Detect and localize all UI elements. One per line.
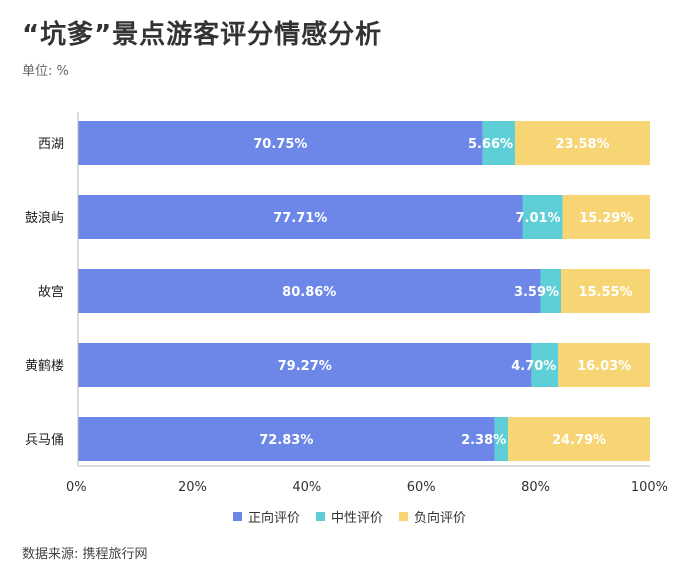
legend-swatch xyxy=(233,512,242,521)
bar-segment xyxy=(558,343,650,387)
bar-segment xyxy=(482,121,516,165)
data-label: 79.27% xyxy=(278,359,332,374)
x-tick-label: 100% xyxy=(631,480,668,495)
chart-title: “坑爹”景点游客评分情感分析 xyxy=(22,20,383,50)
bar-segment xyxy=(508,417,650,461)
x-axis: 0% 20% 40% 60% 80% 100% xyxy=(66,112,668,495)
category-label: 西湖 xyxy=(38,137,64,152)
legend-swatch xyxy=(316,512,325,521)
bar-segment xyxy=(78,121,483,165)
category-label: 黄鹤楼 xyxy=(25,358,64,374)
bar-segment xyxy=(78,417,495,461)
data-label: 7.01% xyxy=(515,211,560,226)
bar-segment xyxy=(515,121,650,165)
bar-segment xyxy=(78,195,523,239)
category-label: 鼓浪屿 xyxy=(25,211,64,226)
bar-segment xyxy=(78,269,541,313)
data-label: 5.66% xyxy=(468,137,513,152)
bars-group: 70.75% 5.66% 23.58% 77.71% 7.01% 15.29% 80.86%… xyxy=(78,121,651,461)
data-label: 24.79% xyxy=(552,433,606,448)
bar-segment xyxy=(494,417,509,461)
legend-label: 负向评价 xyxy=(414,510,466,526)
bar-segment xyxy=(561,269,650,313)
x-tick-label: 80% xyxy=(521,480,550,495)
category-label: 兵马俑 xyxy=(25,433,64,448)
x-tick-label: 60% xyxy=(407,480,436,495)
category-label: 故宫 xyxy=(38,285,64,300)
bar-segment xyxy=(531,343,559,387)
legend-swatch xyxy=(399,512,408,521)
data-label: 72.83% xyxy=(259,433,313,448)
legend: 正向评价 中性评价 负向评价 xyxy=(233,510,466,526)
x-tick-label: 20% xyxy=(178,480,207,495)
unit-label: 单位: % xyxy=(22,64,69,79)
data-label: 2.38% xyxy=(461,433,506,448)
data-label: 3.59% xyxy=(514,285,559,300)
data-label: 77.71% xyxy=(273,211,327,226)
legend-label: 中性评价 xyxy=(331,511,383,526)
data-label: 23.58% xyxy=(555,137,609,152)
data-label: 15.29% xyxy=(579,211,633,226)
bar-segment xyxy=(562,195,651,239)
data-label: 80.86% xyxy=(282,285,336,300)
data-source: 数据来源: 携程旅行网 xyxy=(22,547,148,562)
bar-segment xyxy=(522,195,563,239)
bar-segment xyxy=(78,343,532,387)
data-label: 15.55% xyxy=(578,285,632,300)
bar-segment xyxy=(540,269,562,313)
data-label: 16.03% xyxy=(577,359,631,374)
x-tick-label: 40% xyxy=(292,480,321,495)
data-label: 4.70% xyxy=(511,359,556,374)
data-label: 70.75% xyxy=(253,137,307,152)
x-tick-label: 0% xyxy=(66,480,87,495)
legend-label: 正向评价 xyxy=(248,510,300,526)
